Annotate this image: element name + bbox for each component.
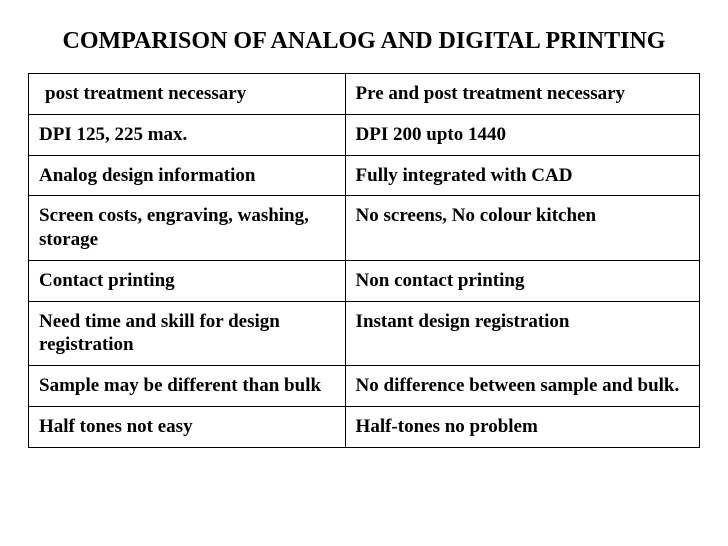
cell-digital: Fully integrated with CAD: [345, 155, 699, 196]
cell-digital: Non contact printing: [345, 260, 699, 301]
cell-digital: No screens, No colour kitchen: [345, 196, 699, 261]
cell-digital: Half-tones no problem: [345, 406, 699, 447]
table-row: post treatment necessary Pre and post tr…: [29, 74, 700, 115]
table-row: Analog design information Fully integrat…: [29, 155, 700, 196]
cell-digital: DPI 200 upto 1440: [345, 114, 699, 155]
cell-analog: post treatment necessary: [29, 74, 346, 115]
table-row: DPI 125, 225 max. DPI 200 upto 1440: [29, 114, 700, 155]
cell-analog: Need time and skill for design registrat…: [29, 301, 346, 366]
cell-digital: Pre and post treatment necessary: [345, 74, 699, 115]
cell-analog: Analog design information: [29, 155, 346, 196]
table-row: Half tones not easy Half-tones no proble…: [29, 406, 700, 447]
cell-analog: Half tones not easy: [29, 406, 346, 447]
table-row: Need time and skill for design registrat…: [29, 301, 700, 366]
table-row: Sample may be different than bulk No dif…: [29, 366, 700, 407]
cell-analog: Contact printing: [29, 260, 346, 301]
cell-digital: Instant design registration: [345, 301, 699, 366]
table-row: Screen costs, engraving, washing, storag…: [29, 196, 700, 261]
cell-digital: No difference between sample and bulk.: [345, 366, 699, 407]
cell-text: post treatment necessary: [39, 83, 246, 104]
cell-analog: DPI 125, 225 max.: [29, 114, 346, 155]
page: COMPARISON OF ANALOG AND DIGITAL PRINTIN…: [0, 0, 728, 448]
cell-analog: Sample may be different than bulk: [29, 366, 346, 407]
cell-analog: Screen costs, engraving, washing, storag…: [29, 196, 346, 261]
table-row: Contact printing Non contact printing: [29, 260, 700, 301]
comparison-table: post treatment necessary Pre and post tr…: [28, 73, 700, 448]
table-body: post treatment necessary Pre and post tr…: [29, 74, 700, 448]
page-title: COMPARISON OF ANALOG AND DIGITAL PRINTIN…: [28, 28, 700, 55]
